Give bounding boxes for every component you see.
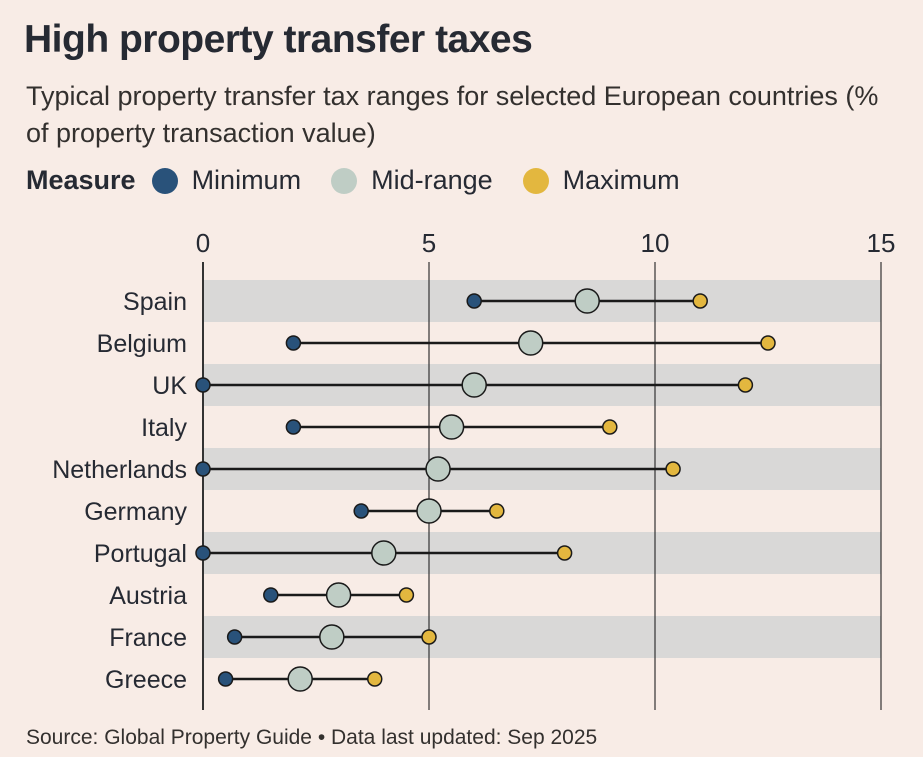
category-label: France [109, 624, 187, 652]
category-label: Austria [109, 582, 187, 610]
point-minimum [195, 545, 211, 561]
point-maximum [421, 629, 437, 645]
legend-label-maximum: Maximum [562, 165, 680, 195]
legend-label-mid-range: Mid-range [371, 165, 493, 195]
point-minimum [217, 671, 234, 687]
point-maximum [692, 293, 708, 309]
legend-item-maximum: Maximum [522, 165, 680, 196]
point-maximum [556, 545, 573, 561]
point-minimum [285, 419, 302, 435]
point-maximum [737, 377, 754, 393]
point-mid-range [325, 582, 352, 608]
point-maximum [398, 587, 415, 603]
point-mid-range [438, 414, 465, 440]
point-mid-range [425, 456, 451, 482]
point-minimum [353, 503, 369, 519]
point-maximum [602, 419, 618, 435]
point-mid-range [416, 498, 442, 524]
chart-subtitle: Typical property transfer tax ranges for… [26, 81, 879, 148]
point-maximum [760, 335, 776, 351]
x-tick-label: 15 [867, 228, 896, 258]
point-minimum [263, 587, 279, 603]
legend-swatch-minimum [151, 167, 178, 194]
legend-label-minimum: Minimum [191, 165, 302, 195]
legend-swatch-mid-range [331, 167, 358, 194]
point-minimum [195, 461, 211, 477]
category-label: Belgium [97, 330, 187, 358]
point-mid-range [287, 666, 313, 692]
point-minimum [226, 629, 243, 645]
legend-item-minimum: Minimum [151, 165, 302, 196]
source-note: Source: Global Property Guide • Data las… [26, 726, 598, 749]
category-label: Italy [141, 414, 187, 442]
x-tick-label: 0 [196, 228, 210, 258]
legend: Measure Minimum Mid-range Maximum [26, 165, 710, 196]
legend-title: Measure [26, 165, 136, 195]
point-mid-range [319, 624, 345, 650]
category-label: Netherlands [52, 456, 187, 484]
category-label: UK [152, 372, 187, 400]
point-mid-range [371, 540, 397, 566]
point-maximum [367, 671, 383, 687]
point-minimum [195, 377, 211, 393]
x-tick-label: 10 [641, 228, 670, 258]
point-maximum [489, 503, 505, 519]
legend-swatch-maximum [522, 167, 549, 194]
point-mid-range [574, 288, 600, 314]
point-minimum [285, 335, 302, 351]
legend-item-mid-range: Mid-range [331, 165, 493, 196]
category-label: Portugal [94, 540, 187, 568]
category-label: Germany [84, 498, 187, 526]
category-label: Greece [105, 666, 187, 694]
category-label: Spain [123, 288, 187, 316]
point-minimum [466, 293, 482, 309]
chart-title: High property transfer taxes [24, 18, 533, 61]
point-maximum [665, 461, 681, 477]
point-mid-range [461, 372, 487, 398]
point-mid-range [517, 330, 544, 356]
x-tick-label: 5 [422, 228, 436, 258]
